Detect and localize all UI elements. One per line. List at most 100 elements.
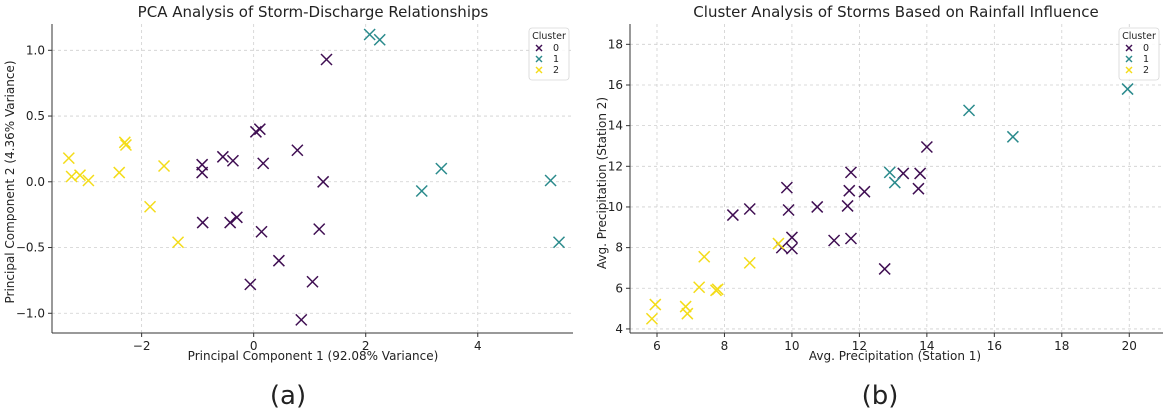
data-point-cluster-1 (1121, 83, 1134, 96)
data-point-cluster-0 (914, 167, 927, 180)
x-tick-label: 12 (852, 339, 867, 353)
data-point-cluster-2 (144, 200, 157, 213)
legend-box (1118, 27, 1160, 81)
y-tick-label: 8 (615, 241, 623, 255)
data-point-cluster-1 (962, 104, 976, 117)
data-point-cluster-0 (878, 262, 891, 275)
legend-title: Cluster (532, 31, 566, 42)
data-point-cluster-0 (317, 175, 330, 188)
y-tick-label: 0.5 (26, 109, 45, 123)
x-axis-label: Avg. Precipitation (Station 1) (809, 349, 981, 363)
data-point-cluster-0 (785, 231, 798, 244)
y-tick-label: 1.0 (26, 43, 45, 57)
data-point-cluster-1 (363, 28, 376, 41)
y-tick-label: 10 (608, 200, 623, 214)
data-point-cluster-2 (772, 237, 785, 250)
data-point-cluster-0 (196, 216, 209, 229)
x-tick-label: 8 (721, 339, 729, 353)
data-point-cluster-2 (645, 312, 658, 325)
x-tick-label: 4 (474, 339, 482, 353)
data-point-cluster-0 (782, 203, 795, 217)
data-point-cluster-1 (552, 236, 566, 249)
legend-entry: 1 (1143, 54, 1149, 65)
data-point-cluster-0 (811, 200, 824, 213)
data-point-cluster-0 (257, 157, 270, 170)
data-point-cluster-0 (255, 225, 268, 238)
legend-title: Cluster (1122, 31, 1156, 42)
data-point-cluster-0 (253, 123, 266, 136)
x-tick-label: 16 (987, 339, 1002, 353)
data-point-cluster-0 (843, 184, 856, 197)
data-point-cluster-1 (373, 33, 386, 46)
x-tick-label: 6 (653, 339, 661, 353)
data-point-cluster-0 (249, 125, 262, 138)
data-point-cluster-2 (711, 283, 724, 296)
data-point-cluster-0 (306, 275, 319, 288)
data-point-cluster-0 (844, 232, 857, 245)
legend-entry: 2 (1143, 65, 1149, 76)
data-point-cluster-0 (780, 181, 793, 194)
legend-marker (535, 66, 543, 74)
data-point-cluster-0 (912, 182, 925, 195)
data-point-cluster-2 (118, 136, 131, 149)
data-point-cluster-0 (313, 223, 326, 236)
y-axis-label: Principal Component 2 (4.36% Variance) (3, 60, 17, 303)
data-point-cluster-0 (295, 313, 308, 326)
chart-title: Cluster Analysis of Storms Based on Rain… (693, 3, 1098, 21)
data-point-cluster-0 (224, 216, 237, 229)
y-tick-label: 18 (608, 37, 623, 51)
data-point-cluster-0 (196, 166, 209, 179)
y-tick-label: −1.0 (16, 306, 45, 320)
y-tick-label: 16 (608, 78, 623, 92)
data-point-cluster-0 (858, 185, 871, 198)
legend-marker (535, 44, 543, 52)
data-point-cluster-0 (920, 140, 933, 154)
x-tick-label: 0 (250, 339, 258, 353)
data-point-cluster-0 (230, 211, 243, 224)
data-point-cluster-0 (785, 242, 798, 255)
panel-a: PCA Analysis of Storm-Discharge Relation… (3, 3, 573, 411)
chart-title: PCA Analysis of Storm-Discharge Relation… (138, 3, 489, 21)
y-tick-label: −0.5 (16, 241, 45, 255)
data-point-cluster-1 (415, 184, 428, 198)
panel-label: (b) (862, 381, 899, 411)
y-axis-label: Avg. Precipitation (Station 2) (595, 97, 609, 269)
data-point-cluster-2 (679, 300, 692, 313)
data-point-cluster-1 (883, 166, 896, 179)
y-tick-label: 14 (608, 119, 623, 133)
y-tick-label: 12 (608, 159, 623, 173)
legend-marker (1125, 55, 1133, 63)
data-point-cluster-0 (320, 53, 333, 66)
data-point-cluster-2 (698, 250, 711, 263)
data-point-cluster-0 (244, 278, 257, 291)
legend-entry: 0 (553, 43, 559, 54)
data-point-cluster-2 (113, 166, 126, 179)
data-point-cluster-0 (828, 234, 841, 247)
data-point-cluster-2 (62, 152, 75, 165)
y-tick-label: 0.0 (26, 175, 45, 189)
x-tick-label: 14 (919, 339, 934, 353)
legend-entry: 1 (553, 54, 559, 65)
data-point-cluster-0 (272, 254, 285, 267)
panel-label: (a) (270, 381, 306, 411)
data-point-cluster-1 (544, 174, 557, 187)
data-point-cluster-0 (216, 150, 229, 163)
data-point-cluster-2 (743, 256, 756, 269)
data-point-cluster-2 (681, 307, 694, 320)
legend-marker (1125, 44, 1133, 52)
x-axis-label: Principal Component 1 (92.08% Variance) (188, 349, 439, 363)
legend-marker (1125, 66, 1133, 74)
data-point-cluster-2 (172, 236, 185, 249)
legend-box (528, 27, 570, 81)
data-point-cluster-2 (158, 159, 171, 173)
x-tick-label: 20 (1122, 339, 1137, 353)
data-point-cluster-1 (1006, 130, 1019, 143)
x-tick-label: 2 (362, 339, 370, 353)
data-point-cluster-1 (435, 162, 448, 175)
legend-marker (535, 55, 543, 63)
data-point-cluster-2 (82, 174, 95, 187)
